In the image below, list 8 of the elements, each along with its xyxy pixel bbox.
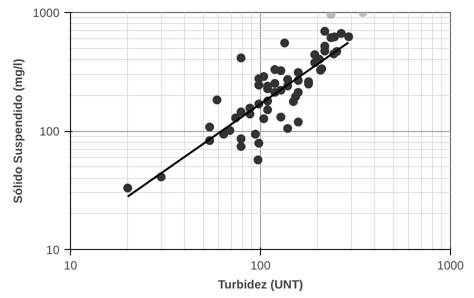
x-tick-label: 10	[64, 258, 78, 272]
y-tick-label: 1000	[32, 6, 60, 20]
x-tick-label: 1000	[437, 258, 464, 272]
x-axis-title: Turbidez (UNT)	[218, 278, 304, 292]
y-axis-title: Sólido Suspendido (mg/l)	[10, 58, 25, 204]
x-tick-label: 100	[250, 258, 271, 272]
y-tick-label: 100	[39, 124, 60, 138]
y-tick-label: 10	[46, 243, 60, 257]
